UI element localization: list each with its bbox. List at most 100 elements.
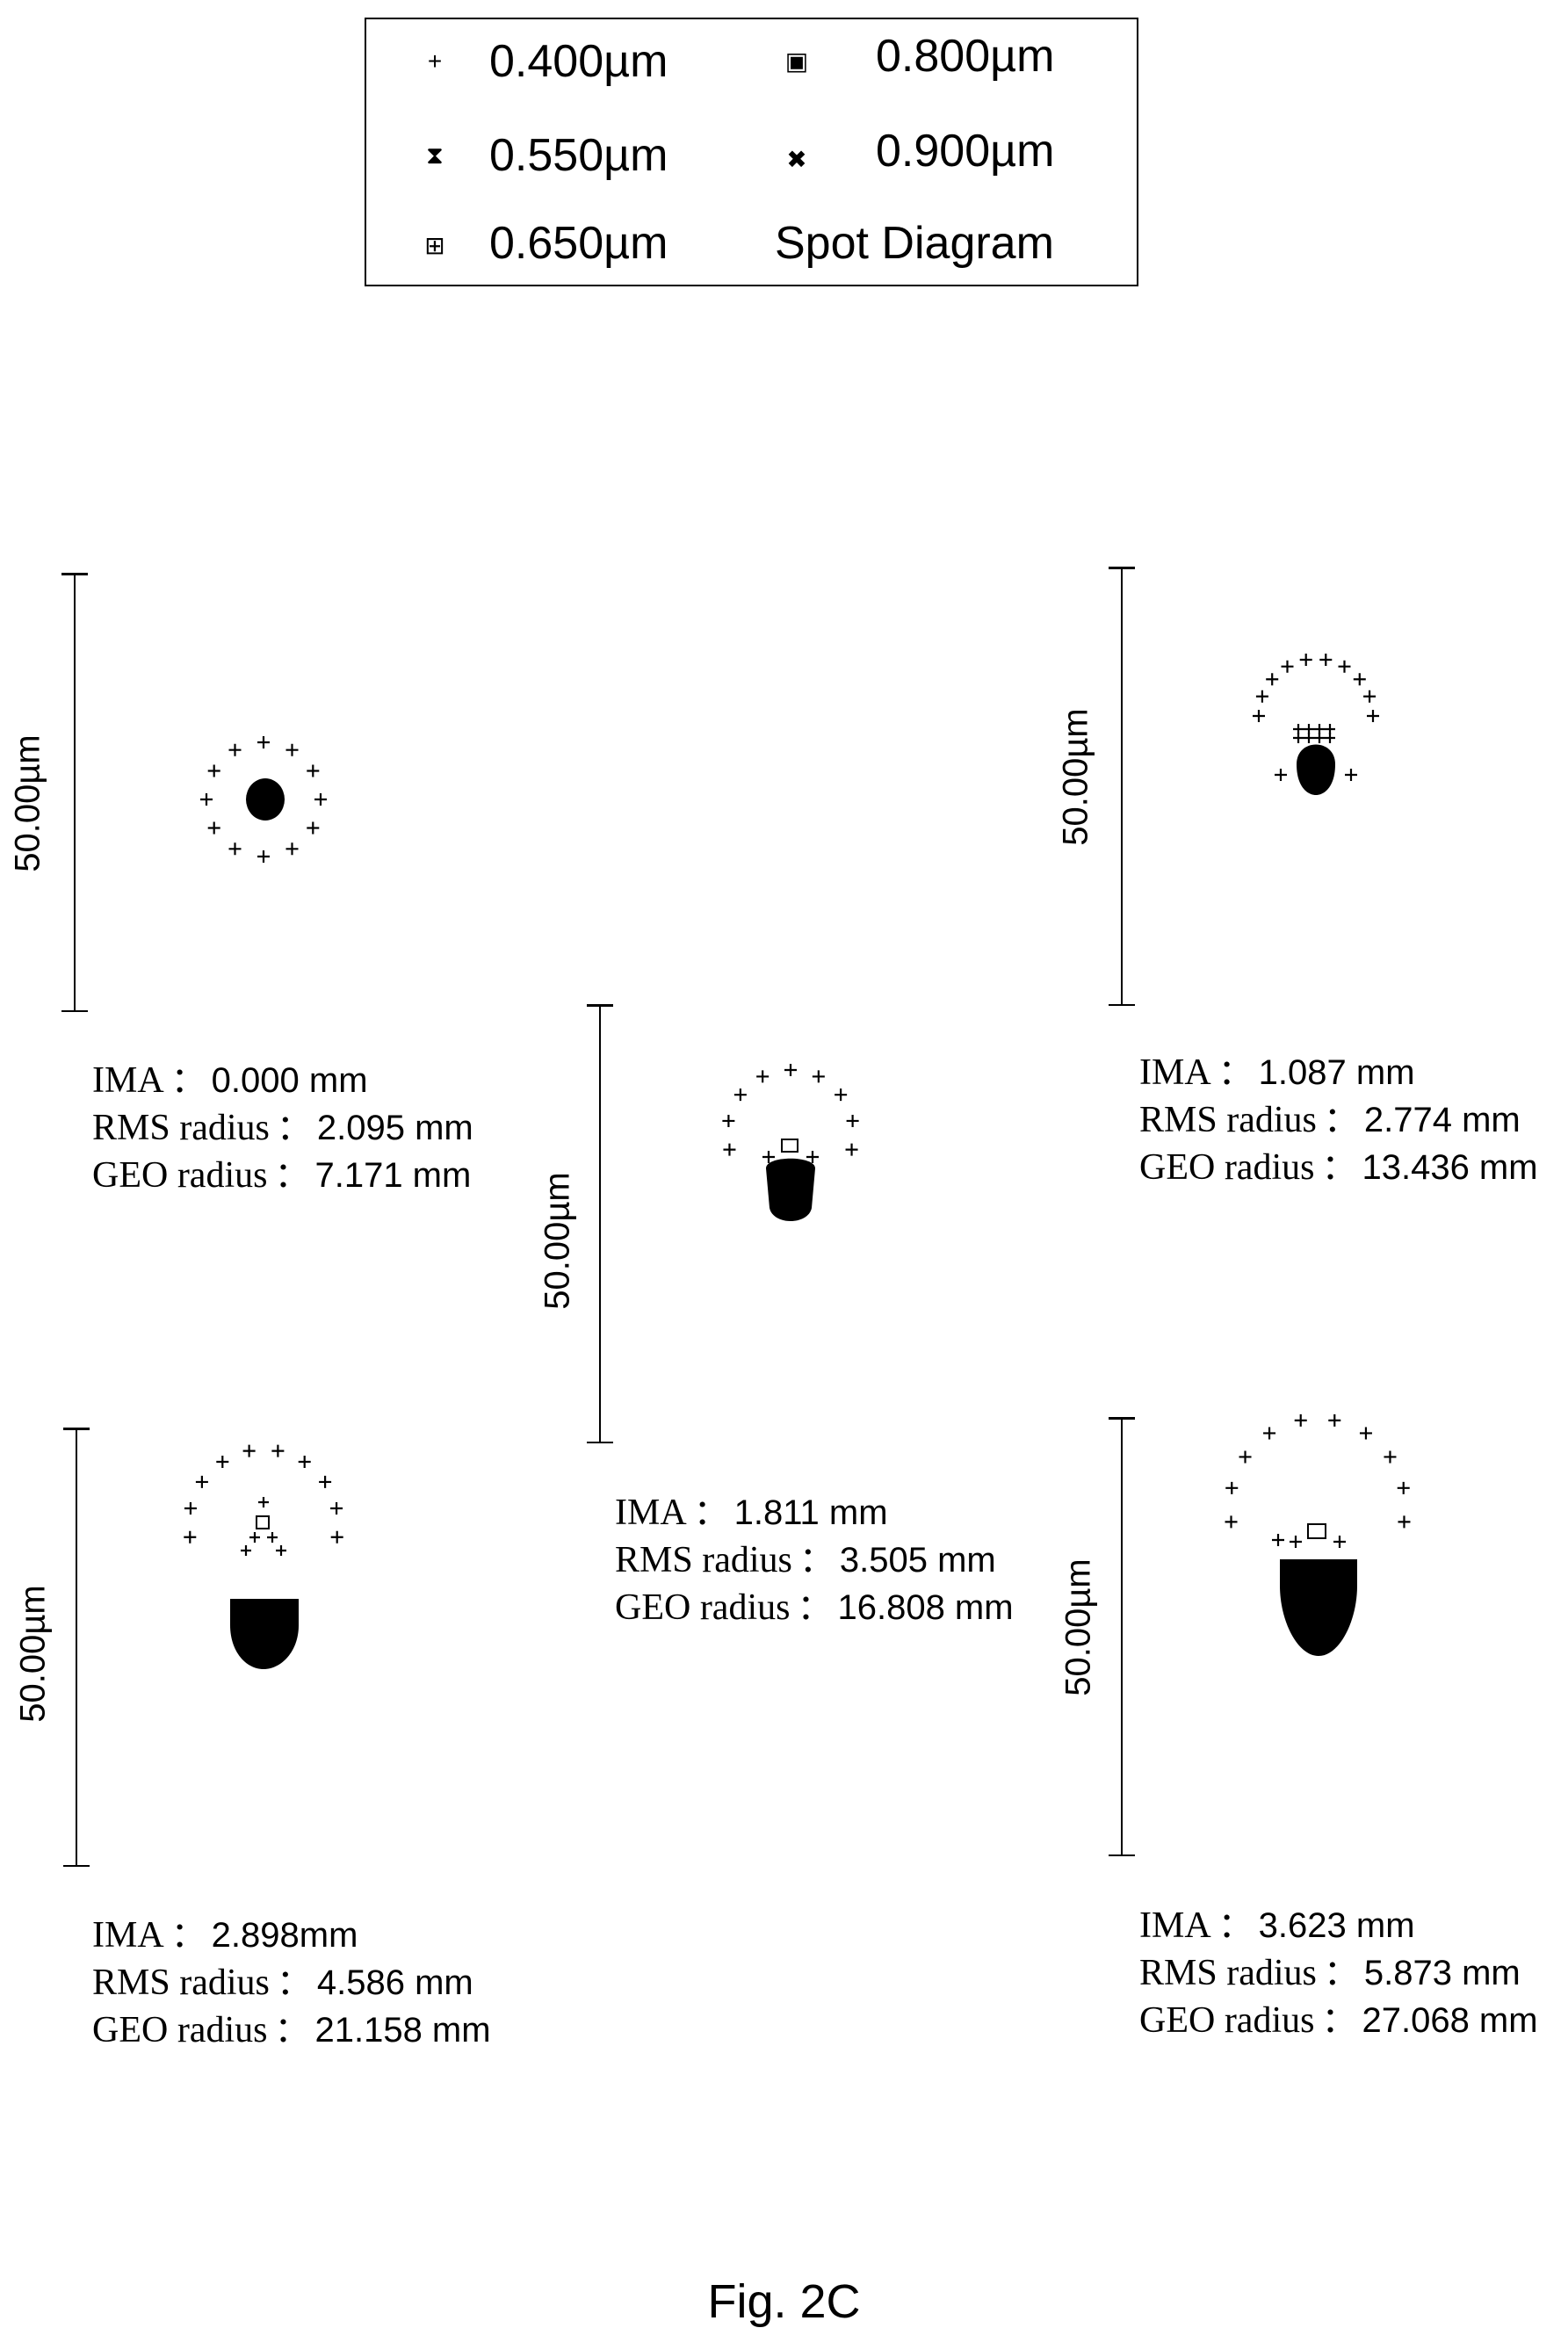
ray-marker-0400 <box>330 1502 343 1515</box>
ray-marker-0400 <box>1384 1450 1397 1464</box>
ray-marker-0400 <box>723 1143 736 1156</box>
cross-icon: ✖ <box>786 146 807 173</box>
field-info-2: IMA： 1.087 mm RMS radius： 2.774 mm GEO rad… <box>1139 1052 1538 1188</box>
figure-caption: Fig. 2C <box>707 2275 861 2328</box>
geo-value: 13.436 mm <box>1362 1148 1538 1187</box>
geo-value: 16.808 mm <box>837 1588 1014 1627</box>
ray-marker-0400 <box>195 1475 208 1488</box>
spot-pattern-field-4 <box>184 1444 343 1669</box>
ima-key: IMA <box>92 1060 164 1101</box>
ray-marker-0400 <box>216 1455 229 1468</box>
ray-marker-0400 <box>1281 660 1294 673</box>
ray-marker-0400 <box>319 1475 332 1488</box>
geo-value: 27.068 mm <box>1362 2001 1538 2040</box>
ray-marker-0400 <box>762 1151 775 1163</box>
ray-marker-0400 <box>257 736 270 748</box>
scale-bar <box>1109 567 1135 1006</box>
ima-value: 3.623 mm <box>1258 1906 1415 1945</box>
ray-marker-0400 <box>733 1088 747 1102</box>
ray-marker-0400 <box>846 1114 859 1127</box>
scale-bar <box>63 1428 90 1867</box>
legend-label-0800: 0.800µm <box>876 31 1055 82</box>
ray-marker-0400 <box>1293 733 1304 743</box>
ray-marker-square <box>1307 1523 1326 1539</box>
ray-marker-0400 <box>241 1545 251 1556</box>
ray-marker-0400 <box>207 821 220 835</box>
geo-key: GEO radius <box>92 2010 268 2050</box>
hourglass-icon: ⧗ <box>426 141 444 169</box>
legend-title: Spot Diagram <box>775 218 1054 269</box>
rms-value: 3.505 mm <box>839 1541 996 1580</box>
ray-marker-0400 <box>184 1502 197 1515</box>
scale-bar <box>587 1004 613 1443</box>
ray-marker-square <box>256 1515 270 1529</box>
ray-marker-0400 <box>1275 769 1287 781</box>
rms-value: 5.873 mm <box>1363 1954 1521 1992</box>
spot-core <box>1297 744 1335 795</box>
legend-label-0900: 0.900µm <box>876 126 1055 177</box>
rms-key: RMS radius <box>1139 1953 1317 1993</box>
rms-value: 2.774 mm <box>1363 1101 1521 1139</box>
filled-square-icon: ▣ <box>784 47 809 75</box>
ray-marker-0400 <box>330 1530 343 1544</box>
rms-key: RMS radius <box>92 1963 270 2003</box>
ray-marker-0400 <box>228 743 242 756</box>
ray-marker-0400 <box>1225 1515 1238 1529</box>
legend-label-0650: 0.650µm <box>489 218 668 269</box>
field-info-1: IMA： 0.000 mm RMS radius： 2.095 mm GEO rad… <box>92 1060 473 1196</box>
ray-marker-0400 <box>271 1444 285 1457</box>
ray-marker-0400 <box>812 1070 825 1083</box>
geo-value: 21.158 mm <box>314 2011 491 2050</box>
ray-marker-0400 <box>845 1143 858 1156</box>
ray-marker-0400 <box>307 764 320 777</box>
ray-marker-0400 <box>1239 1450 1252 1464</box>
ray-marker-0400 <box>1299 653 1312 666</box>
rms-key: RMS radius <box>615 1540 792 1580</box>
ray-marker-0400 <box>258 1497 269 1507</box>
rms-value: 2.095 mm <box>316 1109 473 1147</box>
ray-marker-0400 <box>276 1545 286 1556</box>
field-info-4: IMA： 2.898mm RMS radius： 4.586 mm GEO radi… <box>92 1915 491 2050</box>
ray-marker-0400 <box>1294 1413 1307 1427</box>
ray-marker-0400 <box>806 1151 819 1163</box>
ray-marker-0400 <box>298 1455 311 1468</box>
ima-key: IMA <box>92 1915 164 1956</box>
ray-marker-0400 <box>756 1070 770 1083</box>
spot-core <box>766 1158 815 1221</box>
ray-marker-0400 <box>1263 1427 1276 1440</box>
scale-label: 50.00µm <box>8 734 47 872</box>
spot-pattern-field-1 <box>200 736 327 863</box>
ray-marker-0400 <box>835 1088 848 1102</box>
spot-pattern-field-5 <box>1225 1413 1411 1656</box>
scale-label: 50.00µm <box>538 1172 577 1310</box>
geo-key: GEO radius <box>1139 1147 1315 1188</box>
legend-label-0400: 0.400µm <box>489 36 668 87</box>
spot-pattern-field-3 <box>722 1064 859 1221</box>
rms-key: RMS radius <box>92 1108 270 1148</box>
scale-label: 50.00µm <box>1059 1558 1098 1696</box>
ray-marker-0400 <box>200 793 213 806</box>
ima-value: 0.000 mm <box>211 1061 368 1100</box>
ray-marker-0400 <box>228 842 242 856</box>
ray-marker-0400 <box>1304 733 1314 743</box>
ray-marker-0400 <box>184 1530 197 1544</box>
spot-core <box>1280 1559 1357 1656</box>
ray-marker-0400 <box>1397 1481 1410 1494</box>
ray-marker-0400 <box>1367 710 1379 722</box>
ray-marker-0400 <box>267 1532 278 1543</box>
scale-label: 50.00µm <box>1056 708 1095 846</box>
rms-key: RMS radius <box>1139 1100 1317 1140</box>
ray-marker-0400 <box>722 1114 735 1127</box>
ray-marker-0400 <box>1255 690 1268 703</box>
ray-marker-0400 <box>1253 710 1265 722</box>
geo-value: 7.171 mm <box>314 1156 472 1195</box>
ray-marker-0400 <box>1353 673 1366 686</box>
ray-marker-0400 <box>1338 660 1351 673</box>
ray-marker-0400 <box>1266 673 1279 686</box>
geo-key: GEO radius <box>92 1155 268 1196</box>
scale-label: 50.00µm <box>13 1585 53 1723</box>
ray-marker-0400 <box>249 1532 260 1543</box>
ima-value: 1.087 mm <box>1258 1053 1415 1092</box>
ray-marker-0400 <box>285 842 299 856</box>
